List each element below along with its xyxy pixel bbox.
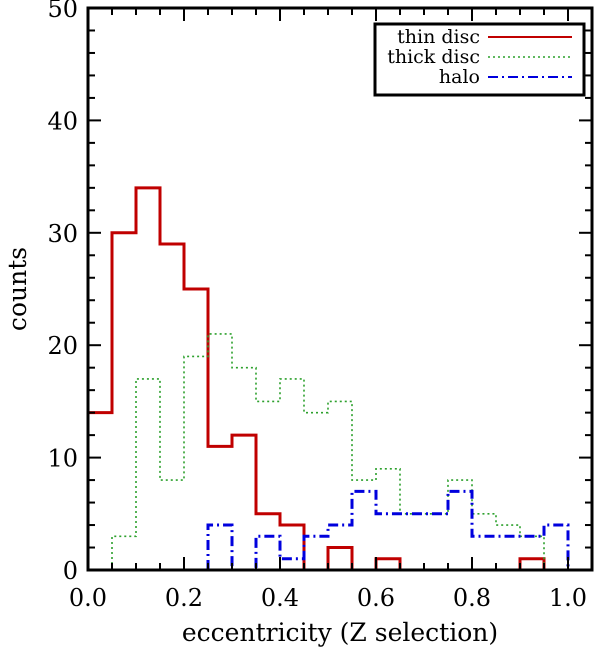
x-axis-label: eccentricity (Z selection) bbox=[182, 618, 498, 647]
x-tick-label: 0.0 bbox=[69, 584, 107, 612]
x-tick-label: 0.8 bbox=[453, 584, 491, 612]
y-tick-label: 10 bbox=[47, 445, 78, 473]
x-tick-label: 0.6 bbox=[357, 584, 395, 612]
legend-label-thin-disc: thin disc bbox=[397, 26, 480, 48]
series-layer bbox=[86, 186, 570, 572]
ticks-layer: 0.0 0.2 0.4 0.6 0.8 1.0 0 10 20 30 40 50 bbox=[47, 0, 593, 612]
plot-frame bbox=[86, 6, 594, 572]
x-tick-label: 0.2 bbox=[165, 584, 203, 612]
series-halo-line bbox=[88, 489, 570, 572]
legend-label-thick-disc: thick disc bbox=[387, 46, 480, 68]
x-tick-label: 0.4 bbox=[261, 584, 299, 612]
series-thick-disc-line bbox=[88, 333, 568, 571]
series-thin-disc-line bbox=[86, 186, 568, 572]
y-tick-label: 20 bbox=[47, 332, 78, 360]
y-tick-label: 0 bbox=[63, 557, 78, 585]
legend-label-halo: halo bbox=[439, 66, 480, 88]
y-tick-label: 50 bbox=[47, 0, 78, 23]
y-tick-label: 30 bbox=[47, 220, 78, 248]
y-axis-label: counts bbox=[3, 247, 32, 331]
y-tick-label: 40 bbox=[47, 107, 78, 135]
legend-box bbox=[373, 22, 586, 97]
x-tick-label: 1.0 bbox=[549, 584, 587, 612]
